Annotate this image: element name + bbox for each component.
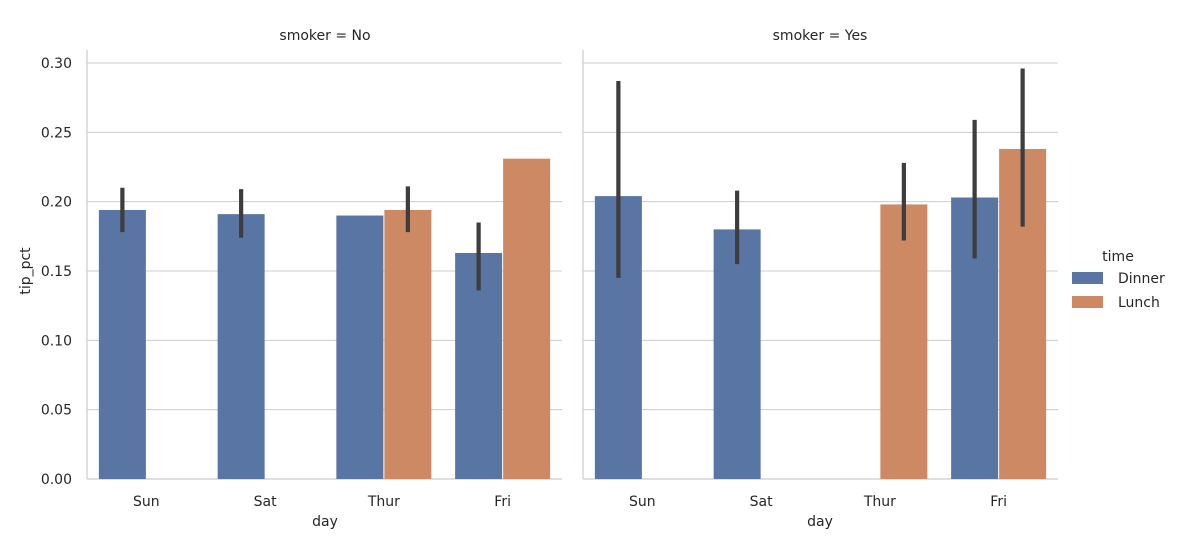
bar-dinner-thur (336, 215, 384, 480)
bar-lunch-thur (880, 204, 928, 479)
x-axis-label: day (807, 514, 833, 530)
bar-dinner-sat (217, 214, 265, 479)
bars (98, 158, 551, 480)
bar-dinner-sun (98, 209, 146, 479)
x-tick-label: Sat (750, 494, 773, 510)
legend: time Dinner Lunch (1072, 249, 1165, 311)
y-tick-label: 0.20 (41, 195, 72, 211)
legend-label-lunch: Lunch (1118, 295, 1160, 311)
legend-swatch-dinner (1072, 272, 1103, 284)
bar-lunch-thur (384, 209, 432, 479)
legend-label-dinner: Dinner (1118, 271, 1165, 287)
x-tick-label: Sun (629, 494, 656, 510)
y-tick-label: 0.10 (41, 333, 72, 349)
x-tick-label: Sat (254, 494, 277, 510)
error-bars (616, 68, 1025, 278)
error-bars (120, 186, 481, 291)
facet-panel-1: smoker = No 0.00 0.05 0.10 0.15 0.20 0.25 0.30 t… (18, 28, 562, 530)
x-axis-label: day (312, 514, 338, 530)
facet-panel-2: smoker = Yes Sun Sat Thur Fri day (582, 28, 1058, 530)
y-tick-label: 0.00 (41, 472, 72, 488)
panel-title: smoker = Yes (773, 28, 868, 44)
y-tick-label: 0.30 (41, 56, 72, 72)
x-tick-label: Sun (133, 494, 160, 510)
x-tick-label: Thur (367, 494, 400, 510)
x-tick-label: Fri (494, 494, 511, 510)
bar-dinner-fri (455, 252, 503, 479)
legend-swatch-lunch (1072, 296, 1103, 308)
bars (594, 148, 1047, 480)
bar-dinner-sat (713, 229, 761, 479)
panels: smoker = No 0.00 0.05 0.10 0.15 0.20 0.25 0.30 t… (18, 28, 1058, 530)
x-tick-label: Fri (990, 494, 1007, 510)
panel-title: smoker = No (279, 28, 370, 44)
legend-title: time (1102, 249, 1134, 265)
y-tick-label: 0.25 (41, 125, 72, 141)
y-tick-label: 0.05 (41, 403, 72, 419)
y-axis-label: tip_pct (18, 247, 34, 295)
y-tick-label: 0.15 (41, 264, 72, 280)
x-tick-label: Thur (863, 494, 896, 510)
gridlines (87, 62, 562, 480)
bar-lunch-fri (503, 158, 551, 479)
